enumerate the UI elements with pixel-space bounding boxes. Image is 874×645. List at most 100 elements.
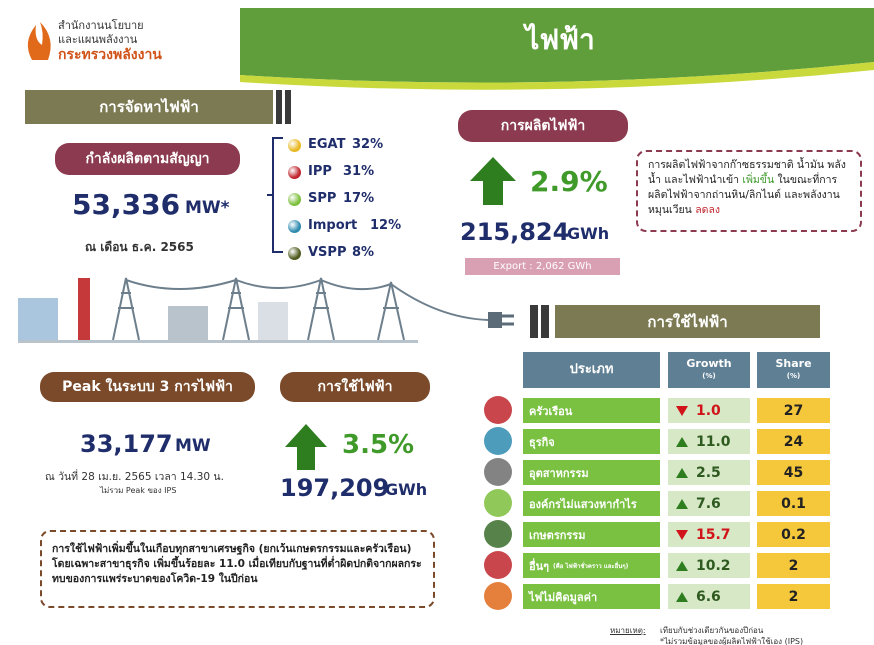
- capacity-unit: MW*: [185, 198, 230, 218]
- row-name: ไฟไม่คิดมูลค่า: [523, 584, 660, 609]
- power-illustration: [18, 277, 514, 343]
- growth-value: 6.6: [696, 588, 721, 605]
- row-label: ไฟไม่คิดมูลค่า: [529, 590, 598, 604]
- up-arrow: [470, 157, 516, 205]
- source-dot: [288, 166, 301, 179]
- column-unit: (%): [786, 372, 801, 380]
- source-dot: [288, 247, 301, 260]
- bracket: [267, 137, 283, 253]
- peak-unit: MW: [175, 436, 211, 456]
- up-triangle: [676, 560, 688, 571]
- share-cell: 24: [757, 429, 830, 454]
- production-growth: 2.9%: [530, 165, 608, 198]
- column-header: Growth (%): [668, 352, 750, 388]
- share-cell: 45: [757, 460, 830, 485]
- up-triangle: [676, 436, 688, 447]
- source-share: 17%: [343, 191, 375, 206]
- growth-cell: 6.6: [668, 584, 750, 609]
- footnote-line: *ไม่รวมข้อมูลของผู้ผลิตไฟฟ้าใช้เอง (IPS): [660, 637, 804, 645]
- column-title: Share: [775, 357, 812, 370]
- up-triangle: [676, 467, 688, 478]
- header-art: [27, 8, 874, 90]
- share-cell: 0.1: [757, 491, 830, 516]
- peak-date: ณ วันที่ 28 เม.ย. 2565 เวลา 14.30 น.: [45, 471, 224, 483]
- page-title: ไฟฟ้า: [525, 23, 595, 56]
- source-dot: [288, 139, 301, 152]
- row-name: ครัวเรือน: [523, 398, 660, 423]
- down-triangle: [676, 405, 688, 416]
- peak-sub: ไม่รวม Peak ของ IPS: [100, 486, 177, 495]
- row-icon: [484, 489, 512, 517]
- source-name: VSPP: [308, 245, 347, 260]
- row-name: องค์กรไม่แสวงหากำไร: [523, 491, 660, 516]
- note-rise: เพิ่มขึ้น: [742, 174, 775, 186]
- as-of: ณ เดือน ธ.ค. 2565: [85, 240, 194, 254]
- row-icon: [484, 520, 512, 548]
- growth-cell: 10.2: [668, 553, 750, 578]
- growth-value: 2.5: [696, 464, 721, 481]
- row-icon: [484, 582, 512, 610]
- row-label: อุตสาหกรรม: [529, 466, 589, 480]
- footnote-label: หมายเหตุ:: [610, 626, 646, 635]
- row-name: เกษตรกรรม: [523, 522, 660, 547]
- column-header: Share (%): [757, 352, 830, 388]
- row-icon: [484, 427, 512, 455]
- row-label: ครัวเรือน: [529, 404, 573, 418]
- up-triangle: [676, 498, 688, 509]
- org-line1: สำนักงานนโยบาย: [58, 19, 144, 32]
- source-share: 8%: [352, 245, 375, 260]
- stripe: [276, 90, 282, 124]
- consumption-growth: 3.5%: [342, 430, 415, 460]
- ministry: กระทรวงพลังงาน: [58, 47, 162, 63]
- share-cell: 27: [757, 398, 830, 423]
- stripe: [285, 90, 291, 124]
- export: Export : 2,062 GWh: [465, 258, 620, 275]
- growth-value: 11.0: [696, 433, 731, 450]
- column-title: Growth: [686, 357, 732, 370]
- production-unit: GWh: [567, 224, 610, 243]
- row-icon: [484, 458, 512, 486]
- production-value: 215,824: [460, 218, 570, 246]
- consumption-value: 197,209: [280, 474, 390, 502]
- production-note: การผลิตไฟฟ้าจากก๊าซธรรมชาติ น้ำมัน พลังน…: [636, 150, 862, 232]
- source-share: 32%: [352, 137, 384, 152]
- production-heading: การผลิตไฟฟ้า: [458, 110, 628, 142]
- column-header: ประเภท: [523, 352, 660, 388]
- consumption-unit: GWh: [385, 480, 428, 499]
- footnote-line: เทียบกับช่วงเดียวกันของปีก่อน: [660, 626, 764, 635]
- growth-value: 15.7: [696, 526, 731, 543]
- note-text: ในขณะที่การผลิตไฟฟ้าจากถ่านหิน/ลิกไนต์ แ…: [648, 174, 840, 216]
- column-unit: (%): [702, 372, 716, 380]
- row-name: อื่นๆ (คือ ไฟฟ้าชั่วคราว และอื่นๆ): [523, 553, 660, 578]
- note-fall: ลดลง: [695, 204, 721, 216]
- growth-cell: 11.0: [668, 429, 750, 454]
- row-label: อื่นๆ: [529, 559, 550, 573]
- source-dot: [288, 193, 301, 206]
- source-dot: [288, 220, 301, 233]
- growth-cell: 15.7: [668, 522, 750, 547]
- table-heading: การใช้ไฟฟ้า: [555, 305, 820, 338]
- growth-cell: 2.5: [668, 460, 750, 485]
- growth-value: 10.2: [696, 557, 731, 574]
- growth-cell: 1.0: [668, 398, 750, 423]
- stripe: [530, 305, 538, 338]
- source-name: SPP: [308, 191, 337, 206]
- stripe: [541, 305, 549, 338]
- column-title: ประเภท: [569, 362, 614, 377]
- peak-value: 33,177: [80, 430, 173, 458]
- up-arrow: [285, 424, 327, 470]
- consumption-note: การใช้ไฟฟ้าเพิ่มขึ้นในเกือบทุกสาขาเศรษฐก…: [40, 530, 435, 608]
- row-icon: [484, 396, 512, 424]
- source-name: Import: [308, 218, 358, 233]
- down-triangle: [676, 529, 688, 540]
- growth-value: 7.6: [696, 495, 721, 512]
- row-label: เกษตรกรรม: [529, 528, 586, 542]
- capacity-label: กำลังผลิตตามสัญญา: [55, 143, 240, 175]
- source-name: IPP: [308, 164, 332, 179]
- source-share: 12%: [370, 218, 402, 233]
- up-triangle: [676, 591, 688, 602]
- row-name: ธุรกิจ: [523, 429, 660, 454]
- row-label: องค์กรไม่แสวงหากำไร: [529, 497, 637, 511]
- row-label: ธุรกิจ: [529, 435, 555, 449]
- source-share: 31%: [343, 164, 375, 179]
